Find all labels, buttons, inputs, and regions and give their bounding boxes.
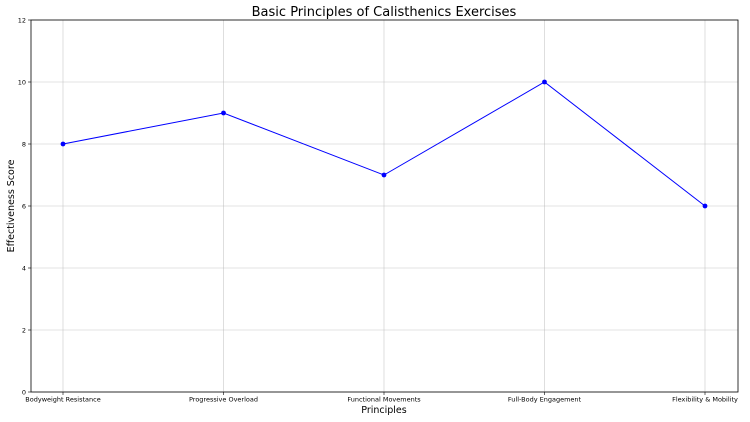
- data-series: [60, 79, 708, 209]
- x-tick-label: Full-Body Engagement: [508, 396, 582, 404]
- y-tick-label: 6: [22, 202, 26, 210]
- y-axis-ticks: 0 2 4 6 8 10 12: [18, 16, 31, 396]
- y-tick-label: 4: [22, 264, 26, 272]
- data-point-marker: [221, 110, 226, 116]
- x-tick-label: Functional Movements: [347, 396, 421, 404]
- x-axis-label: Principles: [361, 405, 407, 416]
- y-axis-label: Effectiveness Score: [6, 159, 17, 252]
- x-tick-label: Flexibility & Mobility: [672, 396, 738, 404]
- data-point-marker: [542, 79, 547, 85]
- data-point-marker: [381, 172, 387, 178]
- grid-lines: [31, 19, 738, 393]
- data-point-marker: [702, 203, 708, 209]
- x-tick-label: Bodyweight Resistance: [25, 396, 100, 404]
- y-tick-label: 0: [22, 388, 26, 396]
- y-tick-label: 10: [18, 78, 26, 86]
- y-tick-label: 2: [22, 326, 26, 334]
- y-tick-label: 8: [22, 140, 26, 148]
- data-point-marker: [60, 141, 66, 147]
- x-axis-ticks: Bodyweight Resistance Progressive Overloa…: [25, 392, 738, 404]
- chart-title: Basic Principles of Calisthenics Exercis…: [252, 5, 517, 20]
- x-tick-label: Progressive Overload: [189, 396, 258, 404]
- y-tick-label: 12: [18, 16, 26, 24]
